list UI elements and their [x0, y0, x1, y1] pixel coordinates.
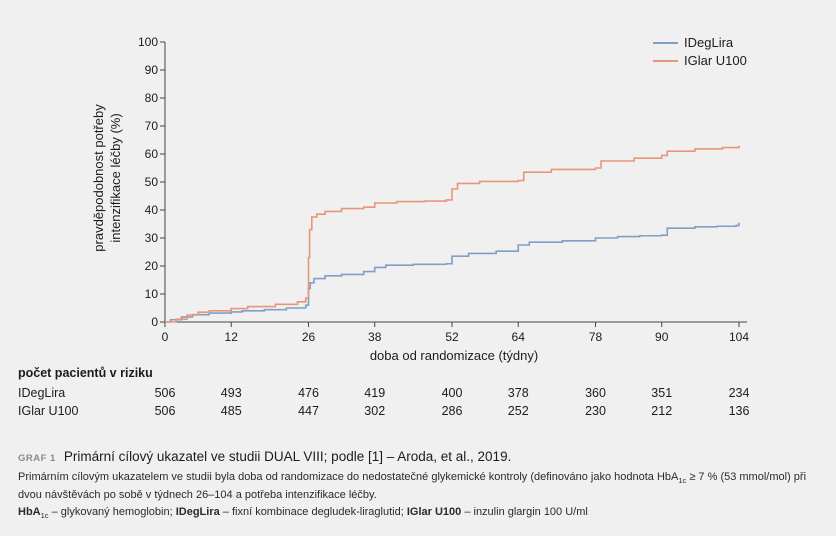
- risk-row-label-iglar: IGlar U100: [18, 404, 79, 418]
- x-tick-label: 12: [225, 330, 239, 344]
- x-tick-label: 64: [512, 330, 526, 344]
- abbr-term-iglar: IGlar U100: [406, 506, 462, 518]
- y-tick-label: 40: [145, 203, 159, 217]
- risk-value: 302: [364, 404, 386, 418]
- description-text-1: Primárním cílovým ukazatelem ve studii b…: [18, 471, 679, 483]
- abbr-def-ideglira: – fixní kombinace degludek-liraglutid;: [219, 506, 407, 518]
- risk-value: 286: [441, 404, 463, 418]
- abbr-def-hba1c: – glykovaný hemoglobin;: [48, 506, 176, 518]
- risk-value: 234: [728, 386, 750, 400]
- x-tick-label: 0: [162, 330, 169, 344]
- risk-value: 212: [651, 404, 673, 418]
- y-tick-label: 60: [145, 147, 159, 161]
- km-chart: 0 10 20 30 40 50 60 70 80 90 100 0 12 26 38 52 64 78 90 104…: [91, 35, 749, 363]
- risk-value: 419: [364, 386, 386, 400]
- description-text-2: ≥ 7 % (53 mmol/mol) při dvou návštěvách …: [18, 471, 807, 502]
- legend: IDegLira IGlar U100: [653, 35, 747, 68]
- x-tick-label: 26: [302, 330, 316, 344]
- risk-value: 506: [154, 404, 176, 418]
- y-axis-label-line1: pravděpodobnost potřeby: [91, 104, 106, 252]
- description-subscript: 1c: [678, 476, 687, 486]
- series-line-iglar-u100: [165, 145, 740, 323]
- risk-value: 476: [298, 386, 319, 400]
- risk-value: 485: [220, 404, 242, 418]
- figure-description: Primárním cílovým ukazatelem ve studii b…: [18, 470, 818, 502]
- risk-table-title: počet pacientů v riziku: [18, 366, 153, 380]
- x-tick-label: 52: [445, 330, 459, 344]
- series-line-ideglira: [165, 222, 740, 323]
- abbr-term-hba1c: HbA: [18, 506, 41, 518]
- risk-value: 252: [507, 404, 529, 418]
- y-tick-label: 0: [151, 315, 158, 329]
- y-tick-label: 100: [138, 35, 158, 49]
- x-tick-label: 104: [729, 330, 749, 344]
- y-tick-label: 70: [145, 119, 159, 133]
- risk-value: 378: [507, 386, 529, 400]
- y-tick-label: 90: [145, 63, 159, 77]
- abbr-term-hba1c-sub: 1c: [40, 511, 49, 521]
- y-tick-label: 10: [145, 287, 159, 301]
- risk-value: 400: [441, 386, 463, 400]
- figure-tag: GRAF 1: [18, 453, 56, 464]
- risk-value: 506: [154, 386, 176, 400]
- x-axis-label: doba od randomizace (týdny): [370, 348, 538, 363]
- risk-value: 351: [651, 386, 673, 400]
- risk-value: 230: [585, 404, 606, 418]
- risk-row-label-ideglira: IDegLira: [18, 386, 66, 400]
- y-tick-label: 20: [145, 259, 159, 273]
- y-tick-label: 30: [145, 231, 159, 245]
- risk-value: 360: [585, 386, 606, 400]
- legend-label-iglar: IGlar U100: [684, 53, 747, 68]
- x-tick-label: 78: [589, 330, 603, 344]
- y-tick-label: 50: [145, 175, 159, 189]
- abbreviations: HbA1c – glykovaný hemoglobin; IDegLira –…: [18, 506, 818, 520]
- x-tick-label: 38: [368, 330, 382, 344]
- figure-caption: GRAF 1 Primární cílový ukazatel ve studii…: [18, 449, 511, 464]
- risk-value: 136: [728, 404, 750, 418]
- abbr-def-iglar: – inzulin glargin 100 U/ml: [461, 506, 588, 518]
- risk-value: 493: [220, 386, 242, 400]
- y-tick-label: 80: [145, 91, 159, 105]
- x-tick-label: 90: [655, 330, 669, 344]
- legend-label-ideglira: IDegLira: [684, 35, 734, 50]
- risk-value: 447: [298, 404, 319, 418]
- figure-title: Primární cílový ukazatel ve studii DUAL …: [63, 449, 512, 464]
- abbr-term-ideglira: IDegLira: [175, 506, 220, 518]
- y-axis-label-line2: intenzifikace léčby (%): [108, 113, 123, 242]
